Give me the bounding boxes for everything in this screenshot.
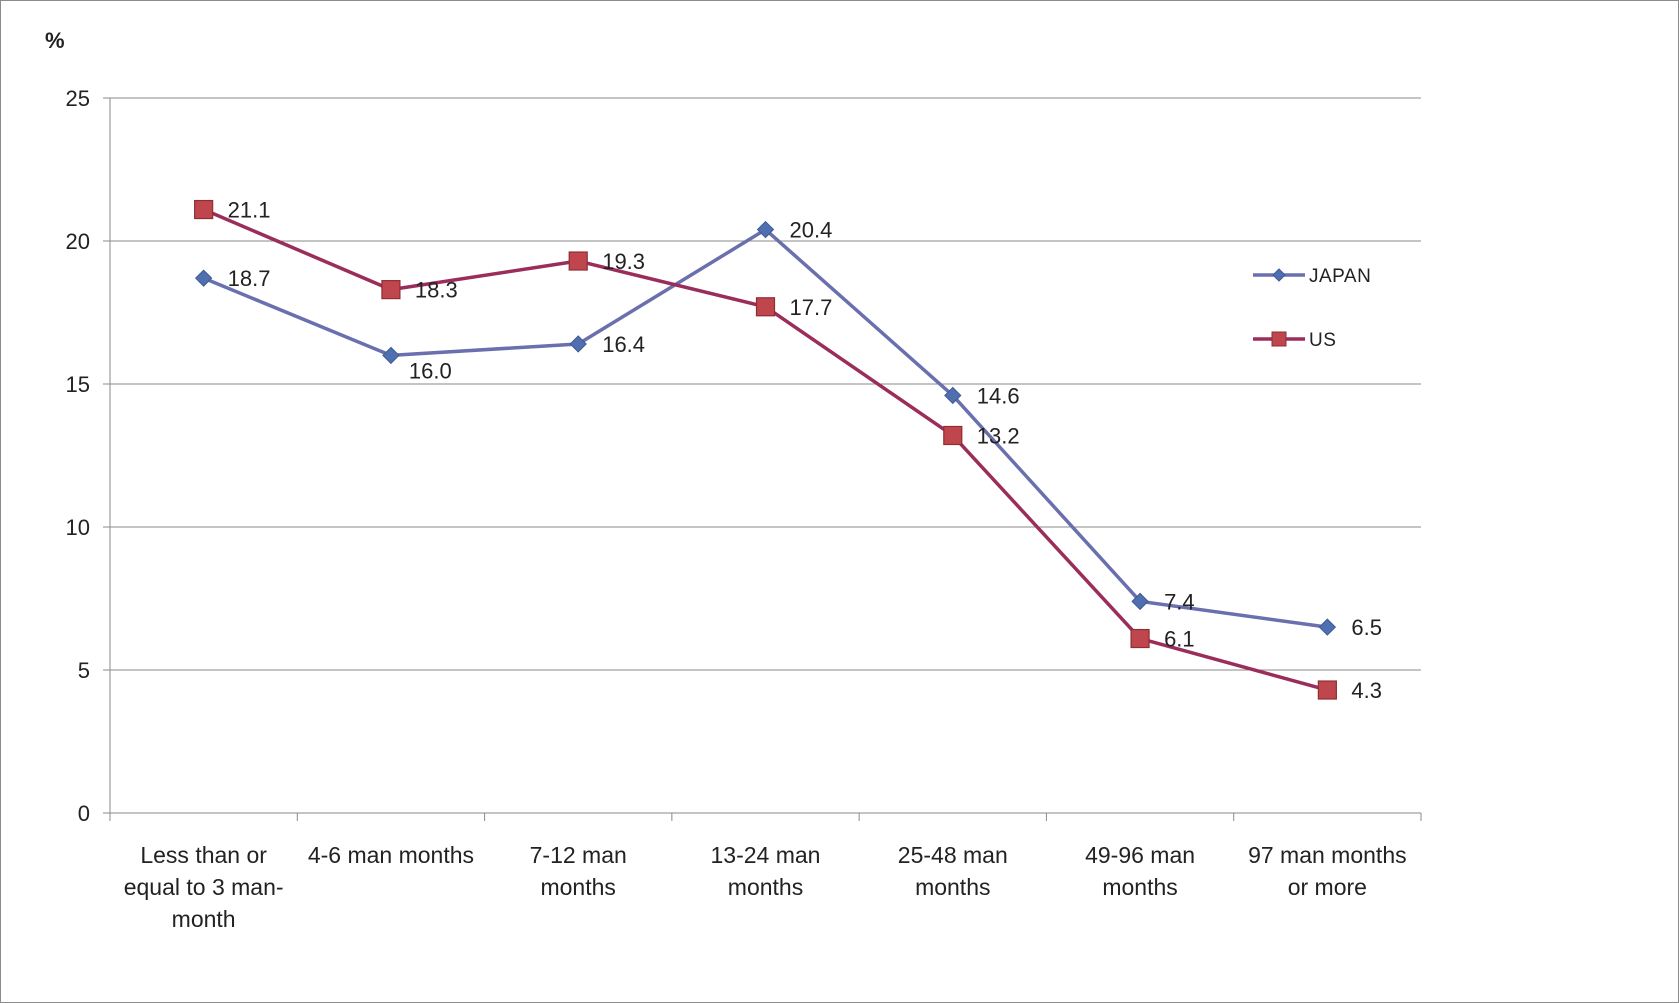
x-tick-label: 49-96 man months [1085, 842, 1195, 900]
data-point-marker [568, 251, 588, 271]
y-axis-label: % [45, 28, 65, 53]
data-label: 13.2 [977, 423, 1020, 448]
data-point-marker [1317, 680, 1337, 700]
series-line-us [202, 207, 1328, 692]
data-label: 20.4 [790, 218, 833, 243]
x-tick-label: 25-48 man months [898, 842, 1008, 900]
x-tick-label: 4-6 man months [308, 842, 474, 868]
data-point-marker [944, 386, 962, 405]
y-tick-label: 5 [78, 658, 90, 683]
data-label: 6.1 [1164, 627, 1195, 652]
gridlines [110, 97, 1421, 671]
data-point-marker [382, 346, 400, 365]
legend-label: US [1309, 330, 1336, 351]
legend-marker [1271, 331, 1287, 347]
data-point-marker [1318, 618, 1337, 636]
data-point-marker [569, 335, 587, 353]
y-tick-label: 25 [66, 86, 90, 111]
axes: 0 5 10 15 20 25 Less than or equal to 3 man-mon… [66, 86, 1422, 932]
data-label: 7.4 [1164, 589, 1195, 614]
series-line-japan [202, 227, 1328, 629]
y-tick-label: 0 [78, 801, 90, 826]
y-tick-label: 20 [66, 229, 90, 254]
data-label: 4.3 [1351, 678, 1382, 703]
data-point-marker [1131, 592, 1149, 611]
data-point-marker [1130, 628, 1150, 649]
data-point-marker [755, 297, 776, 317]
x-tick-label: 13-24 man months [711, 842, 821, 900]
legend-label: JAPAN [1309, 266, 1371, 287]
data-point-marker [943, 425, 963, 446]
legend-marker [1272, 268, 1286, 282]
data-point-marker [194, 199, 214, 220]
data-point-marker [756, 220, 775, 239]
data-label: 6.5 [1351, 615, 1382, 640]
series [194, 199, 1337, 700]
data-point-marker [194, 269, 213, 287]
data-label: 18.3 [415, 278, 458, 303]
data-label: 18.7 [228, 266, 271, 291]
data-point-marker [381, 280, 401, 300]
data-label: 17.7 [790, 295, 833, 320]
data-label: 19.3 [602, 249, 645, 274]
data-label: 14.6 [977, 383, 1020, 408]
data-label: 16.4 [602, 332, 645, 357]
data-labels: 18.7 16.0 16.4 20.4 14.6 7.4 6.5 21.1 18.3 19.3 17… [228, 198, 1382, 703]
x-tick-label: Less than or equal to 3 man-month [124, 842, 284, 932]
x-tick-label: 97 man months or more [1248, 842, 1407, 900]
data-label: 16.0 [409, 358, 452, 383]
legend: JAPAN US [1253, 266, 1371, 351]
y-tick-label: 15 [66, 372, 90, 397]
y-tick-label: 10 [66, 515, 90, 540]
x-tick-label: 7-12 man months [530, 842, 627, 900]
data-label: 21.1 [228, 198, 271, 223]
